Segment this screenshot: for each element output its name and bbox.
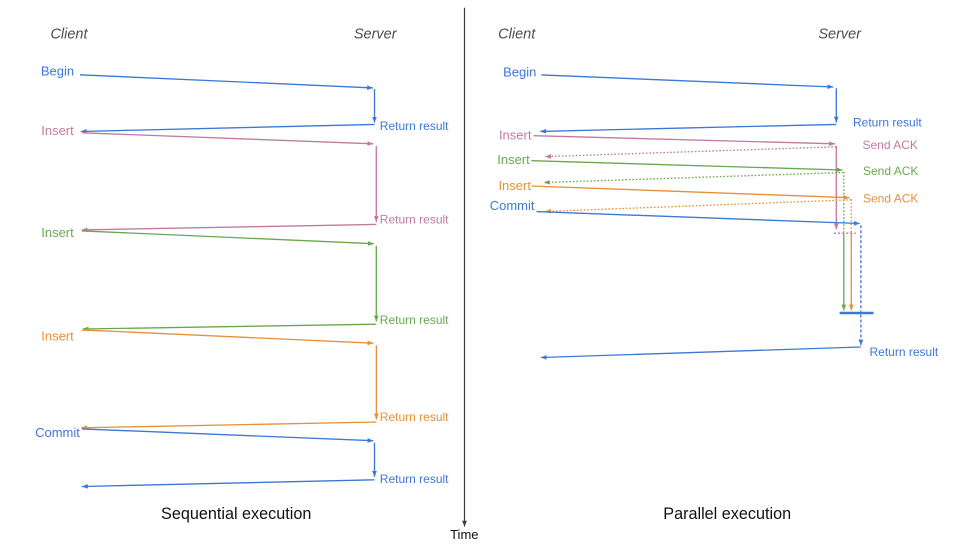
svg-text:Server: Server xyxy=(818,27,862,43)
svg-text:Client: Client xyxy=(498,27,536,43)
svg-text:Return result: Return result xyxy=(380,119,449,133)
svg-text:Return result: Return result xyxy=(380,472,449,486)
svg-text:Parallel execution: Parallel execution xyxy=(663,505,791,523)
svg-text:Return result: Return result xyxy=(870,345,939,359)
svg-text:Sequential execution: Sequential execution xyxy=(161,505,311,523)
svg-text:Begin: Begin xyxy=(41,64,74,79)
svg-text:Commit: Commit xyxy=(35,425,80,440)
svg-text:Insert: Insert xyxy=(41,328,74,343)
svg-text:Insert: Insert xyxy=(41,225,74,240)
svg-text:Commit: Commit xyxy=(490,198,535,213)
svg-text:Insert: Insert xyxy=(497,152,530,167)
svg-text:Begin: Begin xyxy=(503,64,536,79)
svg-text:Send ACK: Send ACK xyxy=(863,191,918,205)
svg-text:Send ACK: Send ACK xyxy=(863,164,918,178)
svg-text:Return result: Return result xyxy=(380,313,449,327)
svg-text:Time: Time xyxy=(450,527,478,540)
svg-text:Return result: Return result xyxy=(380,410,449,424)
svg-text:Return result: Return result xyxy=(853,116,922,130)
svg-text:Send ACK: Send ACK xyxy=(863,138,918,152)
svg-text:Client: Client xyxy=(50,27,88,43)
svg-text:Return result: Return result xyxy=(380,213,449,227)
svg-text:Insert: Insert xyxy=(41,123,74,138)
svg-text:Insert: Insert xyxy=(499,128,532,143)
svg-text:Insert: Insert xyxy=(498,178,531,193)
svg-text:Server: Server xyxy=(354,27,398,43)
